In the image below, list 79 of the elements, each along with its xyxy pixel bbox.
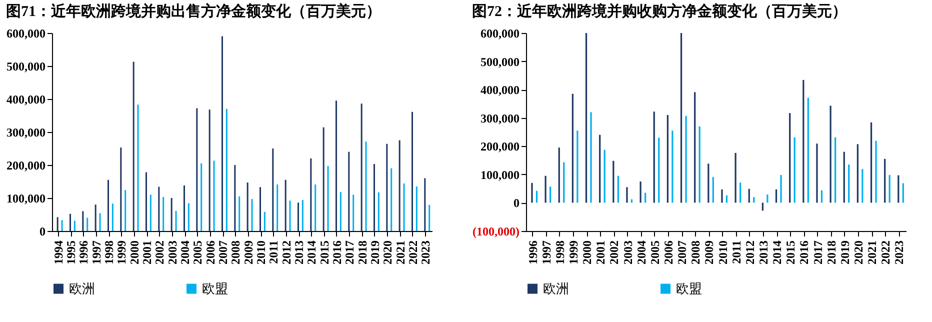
y-tick-label: 0 bbox=[40, 224, 46, 238]
x-tick-label: 2013 bbox=[756, 240, 770, 264]
legend-label: 欧盟 bbox=[202, 280, 228, 296]
x-tick-label: 2004 bbox=[178, 240, 192, 264]
y-tick-label: 400,000 bbox=[6, 92, 46, 106]
x-tick-label: 2011 bbox=[729, 240, 744, 264]
x-tick-label: 1995 bbox=[64, 240, 78, 264]
x-tick-label: 2011 bbox=[266, 240, 281, 264]
x-tick-label: 2010 bbox=[716, 240, 730, 264]
x-tick-label: 2000 bbox=[580, 240, 594, 264]
x-tick-label: 1996 bbox=[76, 240, 91, 264]
x-tick-label: 2018 bbox=[824, 240, 838, 264]
x-tick-label: 2021 bbox=[865, 240, 880, 264]
y-tick-label: 100,000 bbox=[480, 168, 520, 182]
y-tick-label: 0 bbox=[514, 196, 520, 210]
x-tick-label: 2023 bbox=[418, 240, 433, 264]
x-tick-label: 2008 bbox=[688, 240, 703, 264]
x-tick-label: 2006 bbox=[203, 240, 218, 264]
x-tick-label: 2002 bbox=[152, 240, 167, 264]
legend-label: 欧洲 bbox=[69, 280, 95, 296]
x-tick-label: 1998 bbox=[552, 240, 567, 264]
x-tick-label: 1999 bbox=[114, 240, 129, 264]
x-tick-label: 2015 bbox=[784, 240, 798, 264]
x-tick-label: 2014 bbox=[770, 240, 784, 264]
y-tick-label: (100,000) bbox=[472, 224, 520, 238]
y-tick-label: 100,000 bbox=[6, 192, 46, 206]
x-tick-label: 2022 bbox=[406, 240, 420, 264]
x-tick-label: 2023 bbox=[892, 240, 906, 264]
x-tick-label: 2000 bbox=[127, 240, 142, 264]
x-tick-label: 2018 bbox=[355, 240, 370, 264]
x-tick-label: 2001 bbox=[594, 240, 608, 264]
x-tick-label: 2009 bbox=[702, 240, 716, 264]
x-tick-label: 2007 bbox=[675, 240, 690, 264]
x-tick-label: 2012 bbox=[742, 240, 757, 264]
chart-title: 图72：近年欧洲跨境并购收购方净金额变化（百万美元） bbox=[472, 2, 848, 20]
x-tick-label: 2010 bbox=[254, 240, 268, 264]
x-tick-label: 2016 bbox=[797, 240, 812, 264]
x-tick-label: 1994 bbox=[51, 240, 66, 264]
x-tick-label: 2013 bbox=[292, 240, 306, 264]
x-tick-label: 2017 bbox=[342, 240, 357, 264]
y-tick-label: 300,000 bbox=[6, 126, 46, 140]
legend-label: 欧盟 bbox=[676, 280, 702, 296]
x-tick-label: 1996 bbox=[526, 240, 540, 264]
x-tick-label: 1997 bbox=[539, 240, 554, 264]
x-tick-label: 2002 bbox=[607, 240, 622, 264]
x-tick-label: 2014 bbox=[304, 240, 319, 264]
x-tick-label: 2003 bbox=[165, 240, 180, 264]
y-tick-label: 200,000 bbox=[6, 158, 46, 172]
y-tick-label: 400,000 bbox=[480, 83, 520, 98]
x-tick-label: 2005 bbox=[648, 240, 662, 264]
x-tick-label: 1998 bbox=[102, 240, 116, 264]
y-tick-label: 500,000 bbox=[480, 54, 520, 69]
x-tick-label: 2022 bbox=[878, 240, 893, 264]
x-tick-label: 2007 bbox=[216, 240, 230, 264]
x-tick-label: 1999 bbox=[566, 240, 580, 264]
y-tick-label: 300,000 bbox=[480, 111, 520, 126]
x-tick-label: 2021 bbox=[393, 240, 408, 264]
chart-title: 图71：近年欧洲跨境并购出售方净金额变化（百万美元） bbox=[6, 2, 381, 20]
x-tick-label: 2001 bbox=[140, 240, 154, 264]
x-tick-label: 2004 bbox=[634, 240, 648, 264]
x-tick-label: 2009 bbox=[241, 240, 256, 264]
x-tick-label: 2019 bbox=[368, 240, 382, 264]
y-tick-label: 500,000 bbox=[6, 60, 46, 74]
x-tick-label: 2012 bbox=[279, 240, 294, 264]
x-tick-label: 2005 bbox=[190, 240, 205, 264]
x-tick-label: 2017 bbox=[810, 240, 825, 264]
x-tick-label: 2020 bbox=[852, 240, 866, 264]
x-tick-label: 2016 bbox=[330, 240, 344, 264]
x-tick-label: 2008 bbox=[228, 240, 243, 264]
x-tick-label: 2015 bbox=[317, 240, 332, 264]
y-tick-label: 600,000 bbox=[6, 26, 46, 40]
x-tick-label: 2019 bbox=[838, 240, 852, 264]
y-tick-label: 200,000 bbox=[480, 140, 520, 154]
x-tick-label: 2020 bbox=[380, 240, 395, 264]
legend-label: 欧洲 bbox=[543, 280, 569, 296]
x-tick-label: 2006 bbox=[662, 240, 676, 264]
y-tick-label: 600,000 bbox=[480, 26, 520, 40]
x-tick-label: 1997 bbox=[89, 240, 104, 264]
x-tick-label: 2003 bbox=[620, 240, 635, 264]
